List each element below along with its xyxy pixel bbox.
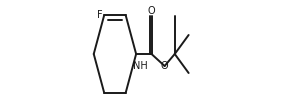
Text: O: O <box>148 6 155 16</box>
Text: O: O <box>161 61 168 71</box>
Text: NH: NH <box>132 61 147 71</box>
Text: F: F <box>97 10 103 20</box>
